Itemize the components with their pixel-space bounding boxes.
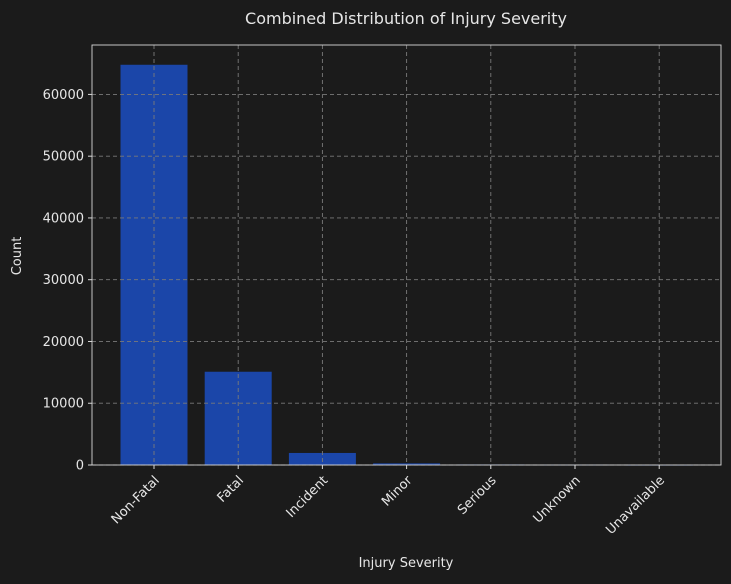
x-tick-label: Unknown bbox=[531, 473, 584, 526]
y-tick-label: 30000 bbox=[43, 273, 84, 288]
y-axis-label: Count bbox=[10, 237, 25, 276]
x-tick-label: Non-Fatal bbox=[109, 473, 163, 527]
plot-area: 0 10000 20000 30000 40000 50000 60000 Non-Fatal… bbox=[43, 44, 722, 538]
x-tick-label: Incident bbox=[284, 473, 332, 521]
x-axis-label: Injury Severity bbox=[359, 556, 454, 571]
chart-title: Combined Distribution of Injury Severity bbox=[245, 9, 567, 28]
x-tick-label: Serious bbox=[455, 473, 500, 518]
y-tick-label: 50000 bbox=[43, 150, 84, 165]
grid bbox=[92, 45, 721, 466]
y-tick-label: 40000 bbox=[43, 211, 84, 226]
y-tick-label: 0 bbox=[76, 459, 84, 474]
y-tick-label: 10000 bbox=[43, 397, 84, 412]
x-tick-label: Minor bbox=[379, 473, 416, 510]
x-tick-label: Fatal bbox=[215, 473, 247, 505]
x-tick-label: Unavailable bbox=[603, 473, 668, 538]
y-tick-label: 20000 bbox=[43, 335, 84, 350]
y-tick-label: 60000 bbox=[43, 88, 84, 103]
bar bbox=[373, 463, 441, 465]
